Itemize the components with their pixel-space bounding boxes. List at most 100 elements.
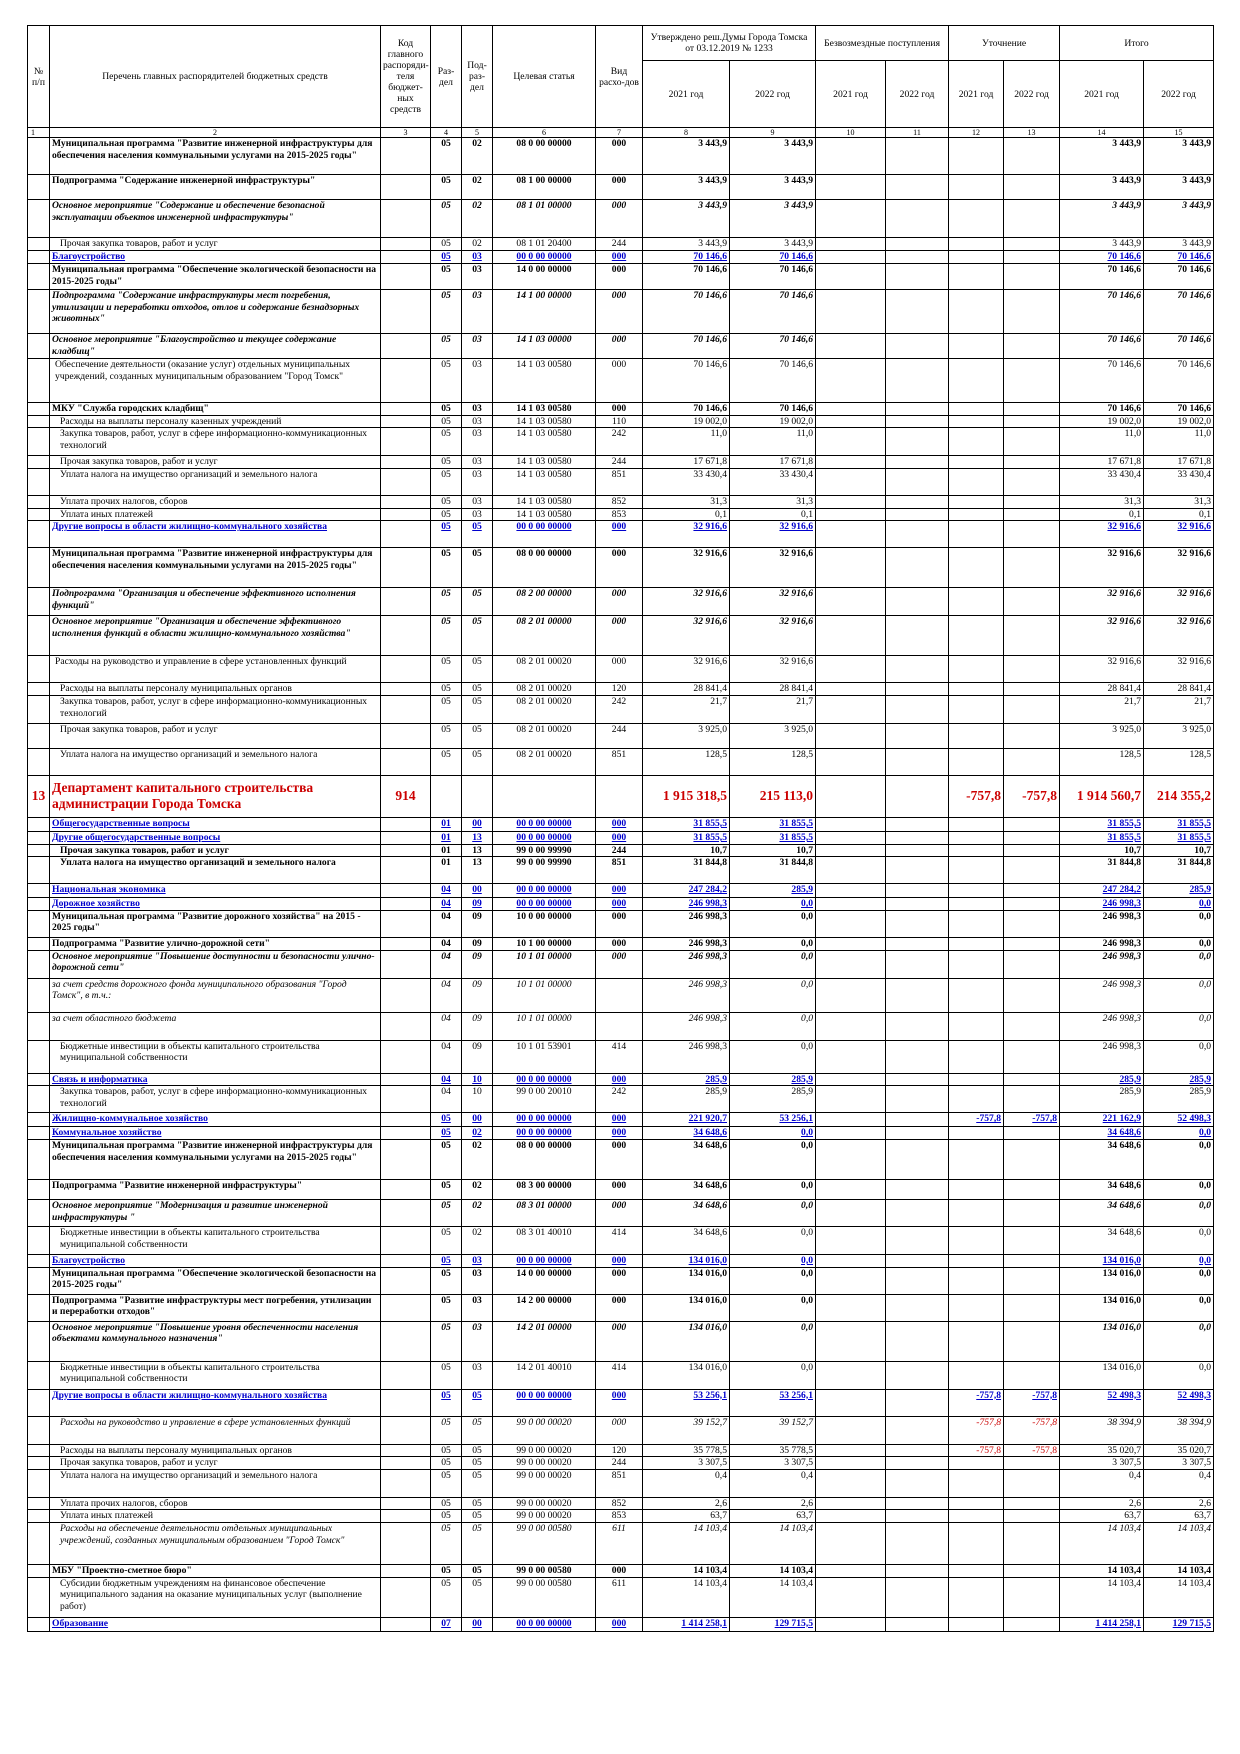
- row-razdel: 01: [430, 830, 462, 845]
- row-gratis-2022: [885, 1320, 950, 1362]
- row-gratis-2022: [885, 1616, 950, 1632]
- row-total-2022: 0,0: [1143, 1039, 1215, 1074]
- row-name: Прочая закупка товаров, работ и услуг: [49, 722, 381, 749]
- row-gratis-2022: [885, 174, 950, 200]
- row-approved-2022: 70 146,6: [728, 250, 817, 264]
- row-razdel: 05: [430, 1138, 462, 1180]
- row-approved-2021: 34 648,6: [642, 1126, 730, 1140]
- row-number: [27, 722, 50, 749]
- row-gratis-2022: [885, 494, 950, 509]
- row-total-2021: 17 671,8: [1059, 455, 1145, 469]
- row-kod: [380, 1039, 431, 1074]
- row-clarify-2022: [1003, 1576, 1061, 1618]
- row-approved-2022: 0,0: [728, 1126, 817, 1140]
- row-kod: [380, 427, 431, 457]
- row-approved-2021: 14 103,4: [642, 1576, 730, 1618]
- row-expense-type: 000: [595, 1178, 643, 1200]
- row-gratis-2021: [815, 1616, 887, 1632]
- row-clarify-2021: -757,8: [948, 1388, 1005, 1417]
- row-approved-2022: 70 146,6: [728, 333, 817, 359]
- row-clarify-2021: [948, 494, 1005, 509]
- header-year-2021: 2021 год: [1059, 60, 1145, 128]
- row-number: [27, 856, 50, 885]
- row-podrazdel: 03: [461, 507, 493, 522]
- row-target: 99 0 00 99990: [492, 843, 596, 858]
- row-approved-2021: 32 916,6: [642, 547, 730, 589]
- table-row: Национальная экономика 04 00 00 0 00 00000 0…: [27, 883, 1215, 899]
- row-total-2022: 35 020,7: [1143, 1443, 1215, 1458]
- row-razdel: 05: [430, 1443, 462, 1458]
- row-total-2021: 134 016,0: [1059, 1293, 1145, 1322]
- row-approved-2022: 14 103,4: [728, 1521, 817, 1565]
- row-podrazdel: 03: [461, 289, 493, 334]
- row-approved-2021: 134 016,0: [642, 1320, 730, 1362]
- table-row: Субсидии бюджетным учреждениям на финанс…: [27, 1576, 1215, 1618]
- row-approved-2021: 31 855,5: [642, 816, 730, 832]
- row-target: 14 1 03 00580: [492, 402, 596, 416]
- row-clarify-2022: -757,8: [1003, 1415, 1061, 1445]
- row-razdel: 01: [430, 856, 462, 885]
- row-expense-type: 000: [595, 1388, 643, 1417]
- row-gratis-2021: [815, 1126, 887, 1140]
- row-total-2022: 0,0: [1143, 936, 1215, 951]
- row-razdel: [430, 774, 462, 818]
- row-gratis-2022: [885, 1415, 950, 1445]
- row-expense-type: 000: [595, 816, 643, 832]
- row-expense-type: 853: [595, 507, 643, 522]
- row-name: Благоустройство: [49, 1253, 381, 1268]
- row-approved-2022: 53 256,1: [728, 1388, 817, 1417]
- row-clarify-2022: [1003, 333, 1061, 359]
- row-name: Благоустройство: [49, 250, 381, 264]
- row-expense-type: 000: [595, 949, 643, 979]
- row-clarify-2022: [1003, 830, 1061, 845]
- row-total-2022: 14 103,4: [1143, 1563, 1215, 1578]
- row-number: [27, 1388, 50, 1417]
- row-gratis-2022: [885, 250, 950, 264]
- row-kod: [380, 1509, 431, 1523]
- row-kod: [380, 1360, 431, 1390]
- row-expense-type: 244: [595, 455, 643, 469]
- row-clarify-2021: [948, 1225, 1005, 1255]
- row-number: [27, 949, 50, 979]
- row-total-2021: 21,7: [1059, 694, 1145, 724]
- row-clarify-2021: [948, 507, 1005, 522]
- row-podrazdel: 03: [461, 1320, 493, 1362]
- row-total-2022: 0,0: [1143, 1293, 1215, 1322]
- row-total-2022: 0,0: [1143, 1198, 1215, 1227]
- row-total-2022: 14 103,4: [1143, 1521, 1215, 1565]
- row-gratis-2022: [885, 1360, 950, 1390]
- column-number: 2: [49, 127, 381, 138]
- row-total-2021: 3 925,0: [1059, 722, 1145, 749]
- row-approved-2022: 0,0: [728, 909, 817, 938]
- row-gratis-2021: [815, 1576, 887, 1618]
- row-approved-2021: 70 146,6: [642, 263, 730, 290]
- row-clarify-2021: [948, 1138, 1005, 1180]
- row-gratis-2022: [885, 1039, 950, 1074]
- row-clarify-2021: [948, 1126, 1005, 1140]
- table-row: Основное мероприятие "Организация и обес…: [27, 615, 1215, 657]
- row-approved-2022: 31 844,8: [728, 856, 817, 885]
- row-gratis-2022: [885, 856, 950, 885]
- row-total-2022: 0,0: [1143, 1266, 1215, 1295]
- row-name: Закупка товаров, работ, услуг в сфере ин…: [49, 427, 381, 457]
- row-approved-2022: 0,0: [728, 1178, 817, 1200]
- row-total-2021: 34 648,6: [1059, 1198, 1145, 1227]
- row-expense-type: 000: [595, 358, 643, 403]
- column-number: 8: [642, 127, 730, 138]
- row-podrazdel: 05: [461, 1509, 493, 1523]
- row-number: [27, 1360, 50, 1390]
- row-approved-2021: 246 998,3: [642, 897, 730, 911]
- row-clarify-2022: [1003, 747, 1061, 776]
- row-gratis-2021: [815, 1456, 887, 1470]
- row-approved-2021: 21,7: [642, 694, 730, 724]
- row-target: 14 1 00 00000: [492, 289, 596, 334]
- row-razdel: 05: [430, 694, 462, 724]
- row-gratis-2021: [815, 358, 887, 403]
- row-approved-2021: 70 146,6: [642, 402, 730, 416]
- row-number: [27, 333, 50, 359]
- table-row: Бюджетные инвестиции в объекты капитальн…: [27, 1039, 1215, 1074]
- row-podrazdel: 05: [461, 547, 493, 589]
- row-podrazdel: 09: [461, 949, 493, 979]
- row-total-2022: 214 355,2: [1143, 774, 1215, 818]
- row-podrazdel: 13: [461, 843, 493, 858]
